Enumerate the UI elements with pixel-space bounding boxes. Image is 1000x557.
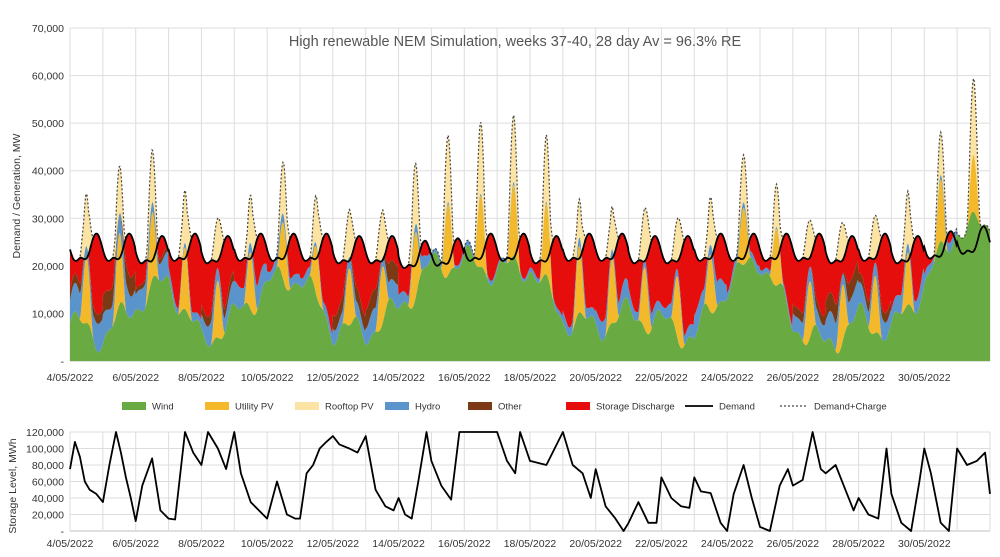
storage-y-tick-0: - — [61, 526, 65, 538]
storage-line — [69, 431, 991, 532]
storage-level-line — [69, 431, 991, 532]
storage-y-axis-title: Storage Level, MWh — [7, 438, 19, 533]
main-x-tick-10: 24/05/2022 — [701, 372, 754, 384]
storage-chart: -20,00040,00060,00080,000100,000120,000 … — [7, 427, 991, 550]
storage-x-tick-4: 12/05/2022 — [307, 538, 360, 550]
storage-y-tick-5: 100,000 — [26, 444, 64, 456]
storage-y-tick-4: 80,000 — [32, 460, 64, 472]
legend: Wind Utility PV Rooftop PV Hydro Other Storag… — [122, 402, 887, 413]
legend-label-hydro: Hydro — [415, 402, 440, 413]
storage-x-tick-labels: 4/05/2022 6/05/2022 8/05/2022 10/05/2022 12/… — [47, 538, 951, 550]
legend-swatch-hydro — [385, 402, 409, 410]
storage-x-tick-10: 24/05/2022 — [701, 538, 754, 550]
main-x-tick-3: 10/05/2022 — [241, 372, 294, 384]
main-y-tick-labels: - 10,000 20,000 30,000 40,000 50,000 60,000 70,… — [32, 23, 65, 368]
legend-label-other: Other — [498, 402, 522, 413]
main-x-tick-labels: 4/05/2022 6/05/2022 8/05/2022 10/05/2022 12/… — [47, 372, 951, 384]
storage-x-tick-2: 8/05/2022 — [178, 538, 225, 550]
demand-lines — [69, 78, 991, 270]
legend-swatch-utility-pv — [205, 402, 229, 410]
main-y-tick-1: 10,000 — [32, 308, 64, 320]
main-x-tick-12: 28/05/2022 — [832, 372, 885, 384]
legend-label-demand: Demand — [719, 402, 755, 413]
legend-swatch-other — [468, 402, 492, 410]
line-demand — [69, 225, 991, 270]
legend-item-utility-pv: Utility PV — [205, 402, 274, 413]
legend-item-demand: Demand — [685, 402, 755, 413]
storage-y-tick-1: 20,000 — [32, 510, 64, 522]
main-x-tick-6: 16/05/2022 — [438, 372, 491, 384]
main-x-tick-4: 12/05/2022 — [307, 372, 360, 384]
legend-swatch-wind — [122, 402, 146, 410]
main-x-tick-11: 26/05/2022 — [767, 372, 820, 384]
storage-x-tick-1: 6/05/2022 — [112, 538, 159, 550]
storage-x-tick-13: 30/05/2022 — [898, 538, 951, 550]
storage-y-tick-labels: - 20,000 40,000 60,000 80,000 100,000 120,000 — [26, 427, 64, 538]
storage-x-tick-5: 14/05/2022 — [372, 538, 425, 550]
main-x-tick-13: 30/05/2022 — [898, 372, 951, 384]
legend-item-wind: Wind — [122, 402, 174, 413]
legend-label-utility-pv: Utility PV — [235, 402, 274, 413]
main-y-tick-0: - — [61, 356, 65, 368]
main-x-tick-5: 14/05/2022 — [372, 372, 425, 384]
storage-x-tick-11: 26/05/2022 — [767, 538, 820, 550]
legend-item-demand-charge: Demand+Charge — [780, 402, 887, 413]
storage-x-tick-8: 20/05/2022 — [569, 538, 622, 550]
main-x-tick-0: 4/05/2022 — [47, 372, 94, 384]
legend-label-storage-discharge: Storage Discharge — [596, 402, 675, 413]
legend-item-hydro: Hydro — [385, 402, 440, 413]
storage-y-tick-2: 40,000 — [32, 493, 64, 505]
main-x-tick-2: 8/05/2022 — [178, 372, 225, 384]
line-demand-charge — [69, 78, 991, 269]
storage-x-tick-12: 28/05/2022 — [832, 538, 885, 550]
generation-chart: - 10,000 20,000 30,000 40,000 50,000 60,000 70,… — [11, 23, 991, 384]
legend-swatch-storage-discharge — [566, 402, 590, 410]
legend-label-rooftop-pv: Rooftop PV — [325, 402, 374, 413]
main-x-tick-9: 22/05/2022 — [635, 372, 688, 384]
main-y-axis-title: Demand / Generation, MW — [11, 133, 23, 258]
legend-item-storage-discharge: Storage Discharge — [566, 402, 675, 413]
main-y-tick-3: 30,000 — [32, 213, 64, 225]
stacked-areas — [70, 78, 990, 361]
main-y-tick-6: 60,000 — [32, 71, 64, 83]
main-x-tick-7: 18/05/2022 — [504, 372, 557, 384]
main-y-tick-7: 70,000 — [32, 23, 64, 35]
storage-x-tick-6: 16/05/2022 — [438, 538, 491, 550]
storage-y-tick-3: 60,000 — [32, 477, 64, 489]
storage-x-tick-3: 10/05/2022 — [241, 538, 294, 550]
legend-label-demand-charge: Demand+Charge — [814, 402, 887, 413]
legend-label-wind: Wind — [152, 402, 174, 413]
legend-item-rooftop-pv: Rooftop PV — [295, 402, 374, 413]
main-y-tick-5: 50,000 — [32, 118, 64, 130]
storage-x-tick-0: 4/05/2022 — [47, 538, 94, 550]
chart-title: High renewable NEM Simulation, weeks 37-… — [289, 34, 742, 50]
legend-swatch-rooftop-pv — [295, 402, 319, 410]
storage-gridlines — [69, 431, 991, 532]
legend-item-other: Other — [468, 402, 522, 413]
main-y-tick-4: 40,000 — [32, 166, 64, 178]
storage-x-tick-9: 22/05/2022 — [635, 538, 688, 550]
main-x-tick-8: 20/05/2022 — [569, 372, 622, 384]
main-x-tick-1: 6/05/2022 — [112, 372, 159, 384]
main-y-tick-2: 20,000 — [32, 261, 64, 273]
area-wind — [70, 211, 990, 361]
storage-x-tick-7: 18/05/2022 — [504, 538, 557, 550]
storage-y-tick-6: 120,000 — [26, 427, 64, 439]
